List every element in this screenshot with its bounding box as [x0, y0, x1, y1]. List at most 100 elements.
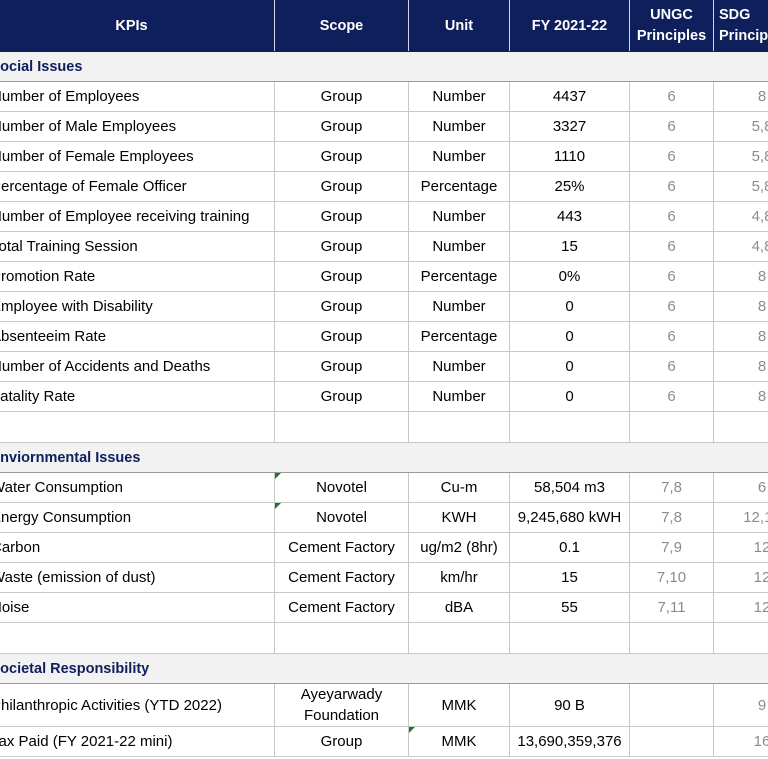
section-title[interactable]: Enviornmental Issues: [0, 442, 768, 473]
cell-kpi[interactable]: Number of Accidents and Deaths: [0, 351, 275, 382]
empty-cell[interactable]: [629, 622, 714, 654]
empty-cell[interactable]: [0, 411, 275, 443]
cell-ungc[interactable]: [629, 726, 714, 757]
cell-ungc[interactable]: 6: [629, 141, 714, 172]
cell-unit[interactable]: ug/m2 (8hr): [408, 532, 510, 563]
cell-sdg[interactable]: 12: [713, 562, 768, 593]
cell-unit[interactable]: Number: [408, 111, 510, 142]
cell-ungc[interactable]: 6: [629, 81, 714, 112]
col-header-ungc[interactable]: UNGC Principles: [629, 0, 714, 52]
cell-scope[interactable]: Group: [274, 351, 409, 382]
cell-ungc[interactable]: 6: [629, 381, 714, 412]
cell-sdg[interactable]: 5,8: [713, 111, 768, 142]
cell-ungc[interactable]: 6: [629, 201, 714, 232]
cell-kpi[interactable]: Noise: [0, 592, 275, 623]
cell-scope[interactable]: Cement Factory: [274, 532, 409, 563]
cell-fy[interactable]: 0: [509, 351, 630, 382]
cell-sdg[interactable]: 5,8: [713, 171, 768, 202]
cell-scope[interactable]: Ayeyarwady Foundation: [274, 683, 409, 727]
cell-ungc[interactable]: 7,8: [629, 472, 714, 503]
cell-sdg[interactable]: 12: [713, 592, 768, 623]
empty-cell[interactable]: [509, 622, 630, 654]
cell-kpi[interactable]: Fatality Rate: [0, 381, 275, 412]
cell-fy[interactable]: 0%: [509, 261, 630, 292]
cell-ungc[interactable]: 6: [629, 231, 714, 262]
cell-ungc[interactable]: 7,10: [629, 562, 714, 593]
cell-fy[interactable]: 0: [509, 291, 630, 322]
cell-kpi[interactable]: Energy Consumption: [0, 502, 275, 533]
cell-sdg[interactable]: 4,8: [713, 201, 768, 232]
cell-ungc[interactable]: 6: [629, 111, 714, 142]
cell-scope[interactable]: Novotel: [274, 472, 409, 503]
cell-fy[interactable]: 443: [509, 201, 630, 232]
empty-cell[interactable]: [274, 622, 409, 654]
cell-unit[interactable]: KWH: [408, 502, 510, 533]
cell-unit[interactable]: Number: [408, 231, 510, 262]
cell-fy[interactable]: 0: [509, 321, 630, 352]
cell-ungc[interactable]: 6: [629, 291, 714, 322]
cell-sdg[interactable]: 12: [713, 532, 768, 563]
col-header-fy[interactable]: FY 2021-22: [509, 0, 630, 52]
cell-sdg[interactable]: 6: [713, 472, 768, 503]
cell-ungc[interactable]: 6: [629, 261, 714, 292]
cell-sdg[interactable]: 8: [713, 291, 768, 322]
cell-kpi[interactable]: Tax Paid (FY 2021-22 mini): [0, 726, 275, 757]
cell-unit[interactable]: Number: [408, 291, 510, 322]
cell-scope[interactable]: Group: [274, 261, 409, 292]
col-header-kpis[interactable]: KPIs: [0, 0, 275, 52]
cell-unit[interactable]: Percentage: [408, 261, 510, 292]
col-header-sdg[interactable]: SDG Principles: [713, 0, 768, 52]
cell-kpi[interactable]: Carbon: [0, 532, 275, 563]
empty-cell[interactable]: [408, 622, 510, 654]
cell-fy[interactable]: 13,690,359,376: [509, 726, 630, 757]
cell-scope[interactable]: Cement Factory: [274, 562, 409, 593]
cell-unit[interactable]: MMK: [408, 683, 510, 727]
cell-scope[interactable]: Group: [274, 321, 409, 352]
section-title[interactable]: Societal Responsibility: [0, 653, 768, 684]
cell-scope[interactable]: Cement Factory: [274, 592, 409, 623]
cell-fy[interactable]: 4437: [509, 81, 630, 112]
cell-scope[interactable]: Group: [274, 381, 409, 412]
cell-unit[interactable]: Percentage: [408, 171, 510, 202]
cell-sdg[interactable]: 8: [713, 81, 768, 112]
cell-kpi[interactable]: Percentage of Female Officer: [0, 171, 275, 202]
cell-scope[interactable]: Group: [274, 171, 409, 202]
empty-cell[interactable]: [274, 411, 409, 443]
cell-sdg[interactable]: 12,13: [713, 502, 768, 533]
empty-cell[interactable]: [713, 411, 768, 443]
cell-scope[interactable]: Group: [274, 81, 409, 112]
cell-ungc[interactable]: 7,11: [629, 592, 714, 623]
cell-ungc[interactable]: 7,8: [629, 502, 714, 533]
empty-cell[interactable]: [0, 622, 275, 654]
cell-scope[interactable]: Group: [274, 231, 409, 262]
cell-fy[interactable]: 90 B: [509, 683, 630, 727]
cell-kpi[interactable]: Absenteeim Rate: [0, 321, 275, 352]
cell-sdg[interactable]: 8: [713, 261, 768, 292]
cell-ungc[interactable]: 7,9: [629, 532, 714, 563]
cell-ungc[interactable]: 6: [629, 351, 714, 382]
cell-kpi[interactable]: Promotion Rate: [0, 261, 275, 292]
cell-sdg[interactable]: 8: [713, 321, 768, 352]
cell-fy[interactable]: 0.1: [509, 532, 630, 563]
cell-unit[interactable]: Number: [408, 381, 510, 412]
cell-scope[interactable]: Novotel: [274, 502, 409, 533]
cell-unit[interactable]: km/hr: [408, 562, 510, 593]
cell-kpi[interactable]: Number of Female Employees: [0, 141, 275, 172]
cell-kpi[interactable]: Number of Male Employees: [0, 111, 275, 142]
empty-cell[interactable]: [509, 411, 630, 443]
cell-kpi[interactable]: Water Consumption: [0, 472, 275, 503]
cell-unit[interactable]: Number: [408, 351, 510, 382]
cell-sdg[interactable]: 9: [713, 683, 768, 727]
empty-cell[interactable]: [629, 411, 714, 443]
cell-scope[interactable]: Group: [274, 141, 409, 172]
col-header-scope[interactable]: Scope: [274, 0, 409, 52]
cell-unit[interactable]: Number: [408, 81, 510, 112]
cell-kpi[interactable]: Number of Employees: [0, 81, 275, 112]
cell-fy[interactable]: 9,245,680 kWH: [509, 502, 630, 533]
cell-kpi[interactable]: Philanthropic Activities (YTD 2022): [0, 683, 275, 727]
cell-unit[interactable]: dBA: [408, 592, 510, 623]
cell-sdg[interactable]: 4,8: [713, 231, 768, 262]
cell-kpi[interactable]: Waste (emission of dust): [0, 562, 275, 593]
col-header-unit[interactable]: Unit: [408, 0, 510, 52]
cell-fy[interactable]: 0: [509, 381, 630, 412]
